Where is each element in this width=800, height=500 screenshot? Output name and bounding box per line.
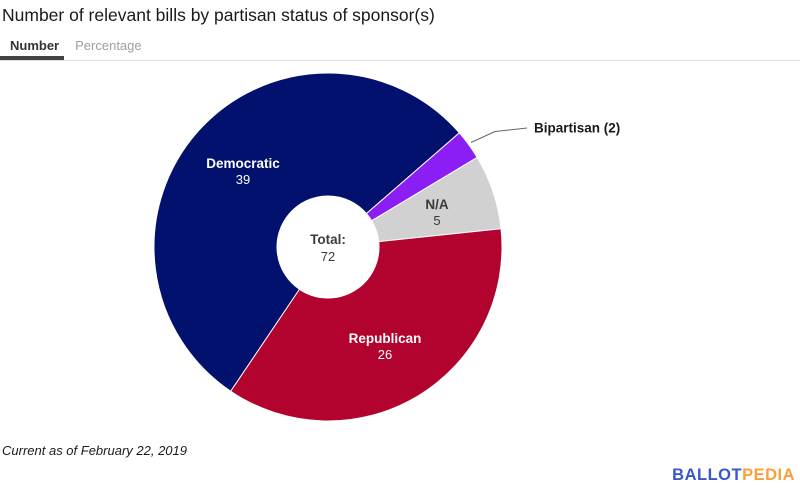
ballotpedia-logo: BALLOTPEDIA bbox=[672, 466, 795, 485]
active-tab-underline bbox=[0, 56, 64, 60]
tab-divider bbox=[0, 59, 800, 61]
logo-pedia-text: PEDIA bbox=[742, 466, 795, 484]
tab-bar: Number Percentage bbox=[0, 34, 142, 56]
page-title: Number of relevant bills by partisan sta… bbox=[2, 5, 435, 25]
logo-ballot-text: BALLOT bbox=[672, 466, 743, 484]
tab-number[interactable]: Number bbox=[10, 37, 60, 53]
slice-label-bipartisan: Bipartisan (2) bbox=[534, 120, 621, 136]
pie-slice-democratic[interactable] bbox=[153, 72, 461, 392]
current-as-of-note: Current as of February 22, 2019 bbox=[2, 443, 187, 458]
tab-percentage[interactable]: Percentage bbox=[75, 37, 142, 53]
pie-slice-republican[interactable] bbox=[230, 228, 503, 422]
bipartisan-callout-line bbox=[470, 127, 528, 143]
